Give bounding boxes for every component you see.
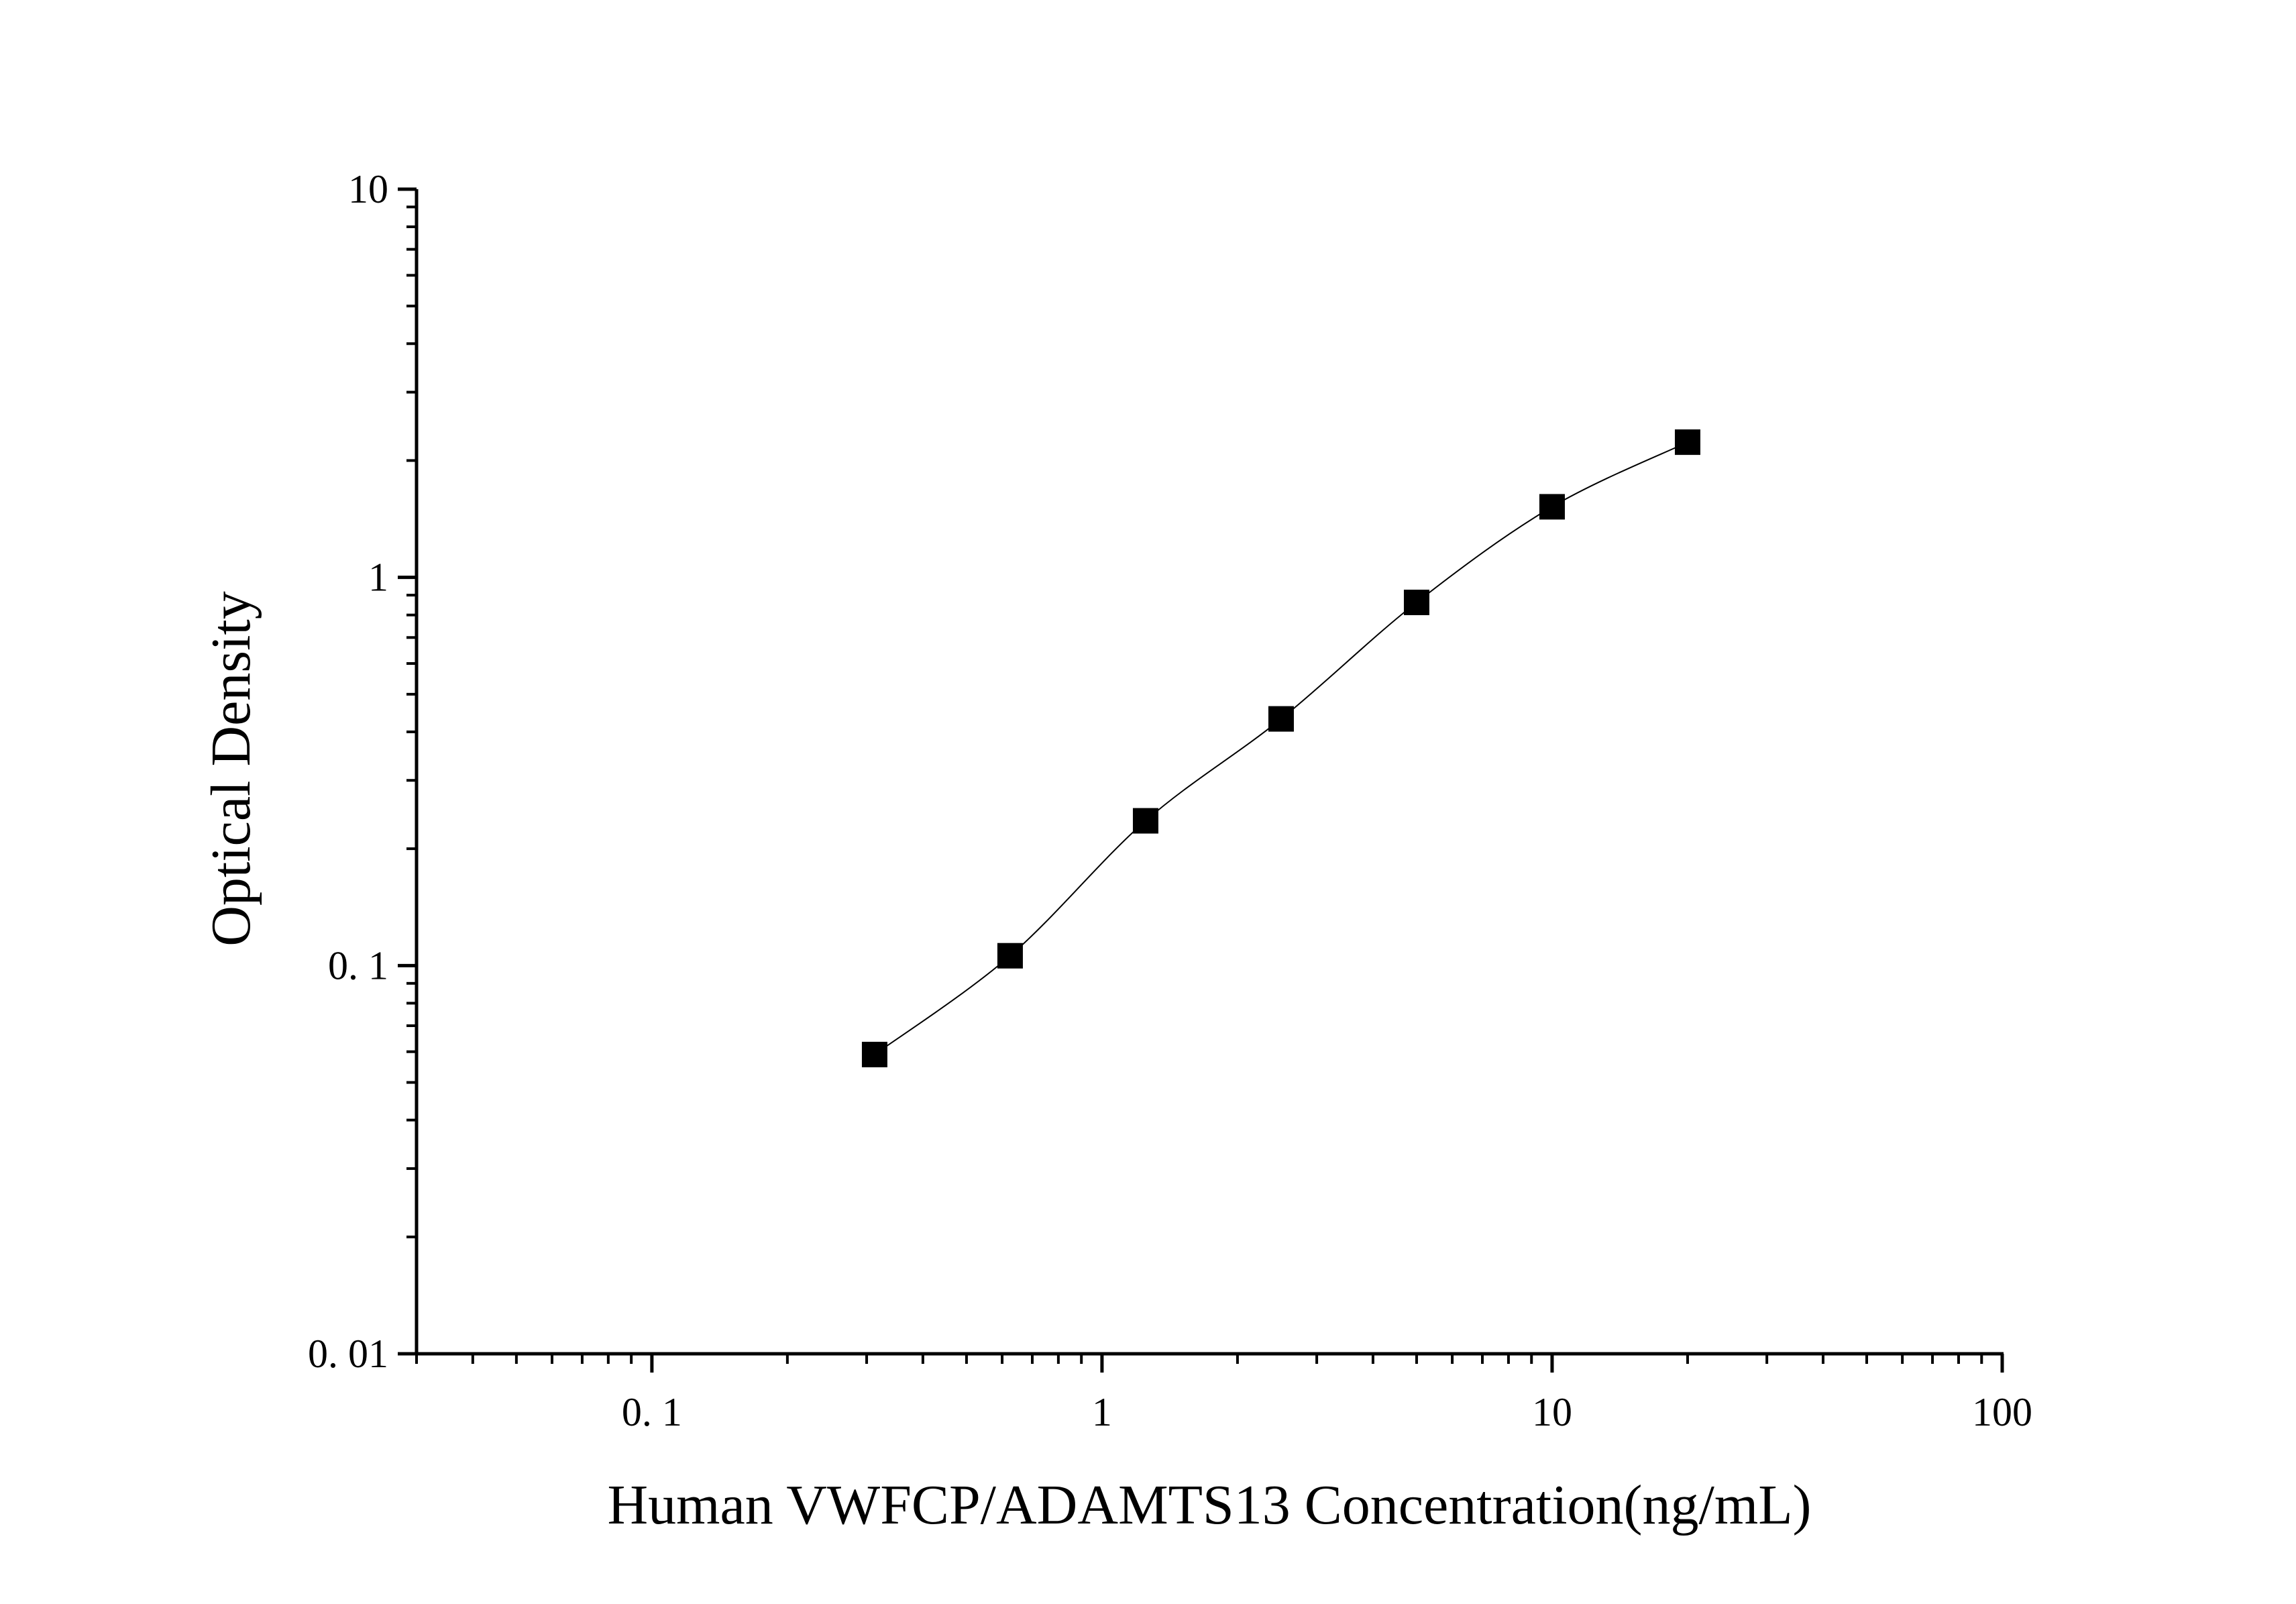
- data-point: [1403, 589, 1429, 615]
- x-axis-ticks: 0. 1 1 10 100: [415, 1354, 2032, 1434]
- y-tick-label: 10: [348, 167, 388, 211]
- axes: [415, 189, 2004, 1356]
- data-point: [861, 1041, 887, 1067]
- data-point: [1268, 706, 1294, 732]
- data-point: [1539, 494, 1565, 520]
- fit-curve: [874, 441, 1688, 1055]
- y-axis-title: Optical Density: [200, 591, 262, 947]
- y-axis-ticks: 0. 01 0. 1 1 10: [308, 167, 417, 1376]
- data-point: [997, 943, 1023, 969]
- x-tick-label: 0. 1: [622, 1390, 682, 1434]
- x-tick-label: 1: [1092, 1390, 1112, 1434]
- fit-curve-layer: [874, 441, 1688, 1055]
- y-tick-label: 1: [368, 555, 388, 600]
- data-point: [1132, 808, 1158, 834]
- y-tick-label: 0. 1: [328, 943, 388, 987]
- x-tick-label: 10: [1532, 1390, 1572, 1434]
- data-points: [861, 429, 1700, 1067]
- y-tick-label: 0. 01: [308, 1332, 388, 1376]
- data-point: [1674, 429, 1700, 456]
- x-axis-title: Human VWFCP/ADAMTS13 Concentration(ng/mL…: [607, 1474, 1811, 1536]
- x-tick-label: 100: [1972, 1390, 2032, 1434]
